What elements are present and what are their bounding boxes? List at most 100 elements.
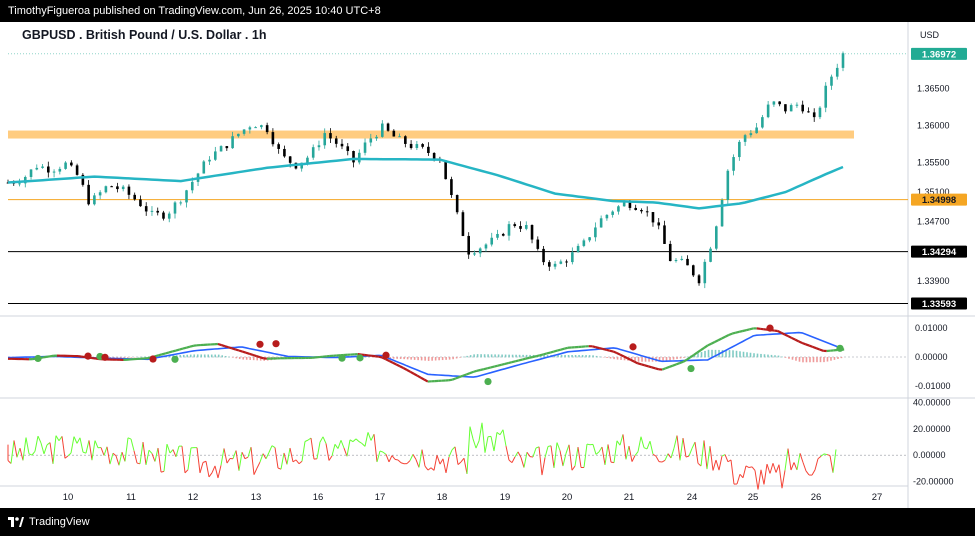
macd-line-segment [409, 370, 415, 375]
tradingview-logo[interactable]: TradingView [8, 508, 90, 536]
oscillator-line-segment [532, 447, 537, 458]
macd-histogram-bar [249, 357, 252, 360]
macd-histogram-bar [616, 357, 619, 360]
macd-histogram-bar [424, 357, 426, 361]
macd-histogram-bar [557, 355, 559, 358]
oscillator-line-segment [361, 443, 366, 447]
oscillator-line-segment [151, 453, 156, 462]
oscillator-line-segment [310, 437, 315, 460]
macd-histogram-bar [693, 354, 696, 358]
oscillator-line-segment [724, 454, 729, 462]
oscillator-line-segment [49, 442, 54, 464]
oscillator-line-segment [271, 445, 276, 448]
oscillator-line-segment [91, 440, 96, 461]
price-chart[interactable]: USD 1.36500 1.36000 1.35500 1.35100 1.34700 1.… [0, 22, 975, 508]
oscillator-line-segment [136, 462, 141, 465]
oscillator-tick-label: 0.00000 [913, 450, 946, 460]
macd-line-segment [536, 354, 541, 358]
macd-line-segment [458, 374, 464, 379]
macd-line-segment [388, 360, 394, 364]
candle-body [242, 129, 246, 134]
candle-body [29, 169, 33, 177]
macd-line-segment [399, 365, 404, 369]
macd-histogram-bar [644, 357, 647, 362]
candle-body [334, 138, 338, 144]
oscillator-line-segment [586, 443, 591, 446]
oscillator-line-segment [778, 464, 783, 489]
macd-line-segment [476, 368, 481, 372]
macd-histogram-bar [609, 357, 612, 359]
oscillator-line-segment [235, 450, 240, 471]
oscillator-line-segment [34, 436, 39, 452]
oscillator-line-segment [742, 465, 747, 478]
candle-body [386, 123, 390, 131]
macd-line-segment [791, 336, 796, 341]
macd-line-segment [686, 356, 691, 361]
macd-cross-marker [382, 351, 390, 359]
candle-body [749, 133, 753, 136]
oscillator-line-segment [145, 450, 150, 465]
oscillator-line-segment [226, 458, 231, 464]
candle-body [219, 146, 223, 152]
oscillator-line-segment [694, 442, 699, 464]
oscillator-line-segment [373, 434, 378, 463]
macd-line-segment [714, 339, 719, 343]
macd-histogram-bar [452, 357, 454, 360]
oscillator-line-segment [250, 447, 255, 475]
macd-line-segment [553, 349, 558, 353]
oscillator-line-segment [211, 465, 216, 473]
candle-body [52, 171, 56, 173]
oscillator-line-segment [820, 453, 825, 457]
macd-histogram-bar [441, 357, 444, 361]
oscillator-line-segment [370, 433, 375, 441]
macd-line-segment [546, 351, 551, 355]
oscillator-line-segment [832, 449, 837, 473]
oscillator-line-segment [643, 447, 648, 450]
oscillator-line-segment [691, 441, 696, 449]
candle-body [265, 125, 269, 133]
candle-body [680, 258, 684, 260]
oscillator-line-segment [391, 455, 396, 460]
macd-histogram-bar [207, 354, 210, 358]
oscillator-line-segment [676, 435, 681, 461]
macd-cross-marker [338, 354, 346, 362]
macd-tick-label: -0.01000 [915, 381, 951, 391]
macd-line-segment [819, 348, 824, 352]
candle-body [524, 225, 528, 229]
oscillator-line-segment [754, 470, 759, 490]
macd-histogram-bar [252, 357, 255, 361]
macd-line-segment [731, 331, 736, 335]
macd-histogram-bar [511, 354, 514, 358]
macd-histogram-bar [805, 357, 808, 363]
oscillator-line-segment [295, 459, 300, 465]
candle-body [461, 212, 465, 236]
macd-line-segment [252, 353, 257, 358]
macd-line-segment [245, 351, 250, 355]
oscillator-line-segment [340, 440, 345, 449]
macd-histogram-bar [196, 354, 199, 358]
macd-histogram-bar [123, 357, 126, 358]
oscillator-line-segment [46, 442, 51, 446]
candle-body [732, 157, 735, 171]
macd-histogram-bar [704, 350, 706, 358]
oscillator-line-segment [31, 450, 36, 456]
tradingview-logo-icon [8, 517, 24, 527]
oscillator-line-segment [199, 462, 204, 474]
oscillator-line-segment [133, 450, 138, 464]
currency-label: USD [920, 30, 940, 40]
macd-histogram-bar [438, 357, 440, 361]
candle-body [501, 233, 505, 236]
oscillator-line-segment [436, 455, 441, 465]
price-tick-label: 1.35500 [917, 158, 950, 168]
oscillator-line-segment [100, 447, 105, 456]
price-tick-label: 1.34700 [917, 217, 950, 227]
macd-histogram-bar [739, 351, 741, 358]
candle-body [576, 245, 580, 253]
oscillator-line-segment [535, 446, 540, 449]
macd-line-segment [416, 374, 422, 379]
macd-line-segment [165, 351, 170, 355]
oscillator-line-segment [247, 446, 252, 458]
oscillator-line-segment [682, 438, 687, 458]
oscillator-line-segment [352, 438, 357, 443]
oscillator-line-segment [139, 441, 144, 464]
